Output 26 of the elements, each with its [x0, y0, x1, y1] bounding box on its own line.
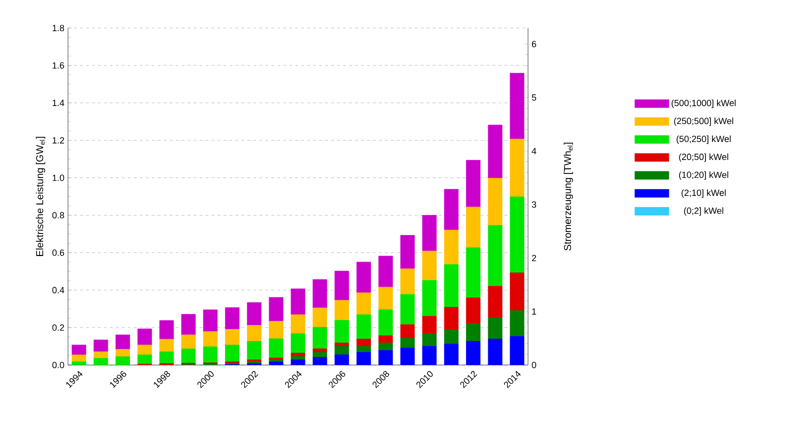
- y-tick-label: 0.2: [52, 324, 64, 331]
- y2-tick-label: 6: [532, 40, 536, 48]
- y-tick-label: 1.6: [52, 62, 64, 69]
- legend-label: (0;2] kWel: [684, 207, 724, 216]
- legend-label: (250;500] kWel: [674, 118, 734, 126]
- y2-tick-label: 3: [532, 201, 536, 208]
- y-tick-label: 1.0: [52, 174, 64, 181]
- y2-tick-label: 5: [532, 94, 536, 101]
- legend-label: (2;10] kWel: [682, 189, 726, 198]
- legend-label: (10;20] kWel: [679, 171, 728, 180]
- y-tick-label: 0.0: [52, 362, 64, 368]
- y-tick-label: 1.4: [52, 100, 64, 106]
- y2-tick-label: 4: [532, 148, 536, 154]
- y2-tick-label: 1: [532, 308, 536, 315]
- y2-axis-title: Stromerzeugung [TWh$_{el}$]: [564, 142, 574, 250]
- y-tick-label: 0.8: [52, 212, 64, 218]
- legend-label: (500;1000] kWel: [672, 100, 736, 108]
- y2-tick-label: 0: [532, 362, 536, 368]
- legend-label: (20;50] kWel: [679, 153, 728, 162]
- legend-label: (50;250] kWel: [676, 135, 731, 144]
- y-tick-label: 1.8: [52, 24, 64, 32]
- y-tick-label: 0.4: [52, 286, 64, 294]
- y-tick-label: 1.2: [52, 137, 64, 144]
- y-tick-label: 0.6: [52, 249, 64, 256]
- y2-tick-label: 2: [532, 254, 536, 262]
- y-axis-title: Elektrische Leistung [GW$_{el}$]: [36, 136, 46, 256]
